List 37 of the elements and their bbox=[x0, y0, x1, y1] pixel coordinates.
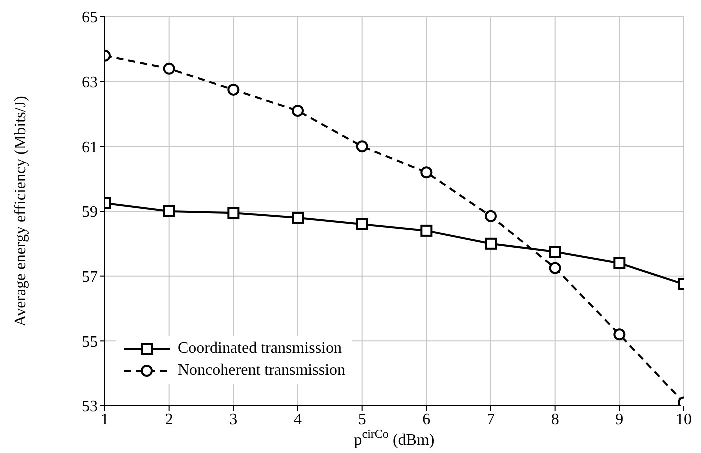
x-tick-label: 4 bbox=[294, 411, 302, 428]
y-tick-label: 65 bbox=[82, 10, 98, 27]
x-tick-label: 9 bbox=[616, 411, 624, 428]
x-tick-label: 6 bbox=[422, 411, 431, 428]
y-tick-label: 57 bbox=[82, 269, 98, 286]
point bbox=[420, 166, 433, 179]
y-tick-label: 61 bbox=[82, 139, 98, 156]
legend-label: Coordinated transmission bbox=[178, 340, 342, 358]
point bbox=[485, 210, 497, 222]
point bbox=[549, 262, 562, 274]
point bbox=[228, 207, 240, 220]
x-tick-label: 8 bbox=[551, 411, 560, 428]
legend-label: Noncoherent transmission bbox=[178, 362, 346, 380]
x-tick-label: 10 bbox=[676, 411, 692, 428]
point bbox=[356, 218, 368, 230]
point bbox=[292, 105, 304, 118]
x-tick-label: 2 bbox=[165, 411, 174, 428]
point bbox=[228, 84, 240, 96]
point bbox=[549, 246, 562, 258]
y-tick-label: 63 bbox=[82, 74, 98, 92]
point bbox=[292, 212, 304, 224]
y-tick-label: 53 bbox=[82, 398, 98, 416]
point bbox=[356, 140, 368, 153]
x-tick-label: 7 bbox=[487, 411, 495, 428]
x-axis-title: p$^{cirCo}$ (dBm) bbox=[354, 427, 435, 449]
y-tick-label: 59 bbox=[82, 204, 98, 222]
x-tick-label: 5 bbox=[358, 411, 366, 428]
point bbox=[614, 328, 626, 341]
x-tick-label: 1 bbox=[101, 411, 109, 428]
point bbox=[420, 224, 433, 237]
point bbox=[163, 62, 176, 75]
point bbox=[163, 206, 176, 218]
point bbox=[485, 238, 497, 250]
point bbox=[614, 257, 626, 270]
y-axis-title: Average energy efficiency (Mbits/J) bbox=[12, 96, 30, 327]
x-tick-label: 3 bbox=[230, 411, 238, 428]
y-tick-label: 55 bbox=[82, 334, 98, 351]
